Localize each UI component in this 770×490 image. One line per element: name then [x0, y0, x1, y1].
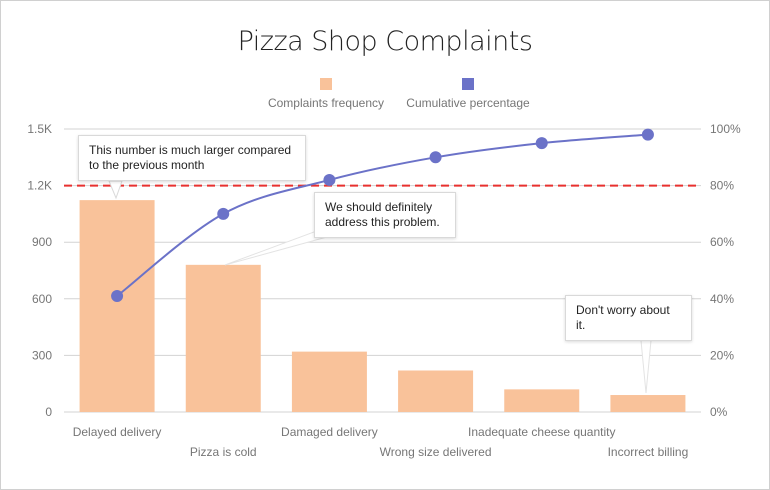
right-axis-tick-label: 40% [710, 292, 734, 306]
x-axis-category-label: Wrong size delivered [380, 445, 492, 459]
x-axis-category-label: Damaged delivery [281, 425, 378, 439]
cumulative-point [535, 137, 548, 150]
chart-title: Pizza Shop Complaints [237, 26, 533, 57]
left-axis-tick-label: 900 [32, 235, 52, 249]
annotation-delayed-delivery: This number is much larger compared to t… [78, 135, 306, 181]
left-axis-tick-label: 1.2K [27, 179, 52, 193]
annotation-pizza-is-cold: We should definitely address this proble… [314, 192, 456, 238]
right-axis-tick-label: 60% [710, 235, 734, 249]
legend-item-complaints-frequency[interactable]: Complaints frequency [262, 78, 390, 110]
x-axis-category-label: Delayed delivery [73, 425, 162, 439]
right-axis-tick-label: 80% [710, 179, 734, 193]
bar [610, 395, 686, 412]
cumulative-point [217, 207, 230, 220]
cumulative-point [429, 151, 442, 164]
cumulative-point [641, 128, 654, 141]
cumulative-line [116, 133, 648, 297]
legend-swatch-line [462, 78, 474, 90]
x-axis-category-label: Pizza is cold [190, 445, 257, 459]
bar [398, 370, 474, 412]
right-axis-tick-label: 100% [710, 122, 741, 136]
left-axis-tick-label: 1.5K [27, 122, 52, 136]
legend-swatch-bar [320, 78, 332, 90]
cumulative-point [111, 289, 124, 302]
left-axis-tick-label: 300 [32, 348, 52, 362]
left-axis-tick-label: 600 [32, 292, 52, 306]
legend-label: Cumulative percentage [406, 96, 530, 110]
bar [185, 264, 261, 412]
right-axis-tick-label: 0% [710, 405, 728, 419]
cumulative-point [323, 173, 336, 186]
x-axis-category-label: Incorrect billing [608, 445, 689, 459]
legend-item-cumulative-percentage[interactable]: Cumulative percentage [400, 78, 536, 110]
left-axis-tick-label: 0 [45, 405, 52, 419]
bar [504, 389, 580, 412]
bar [79, 200, 155, 412]
annotation-incorrect-billing: Don't worry about it. [565, 295, 692, 341]
x-axis-category-label: Inadequate cheese quantity [468, 425, 615, 439]
annotation-pointer [108, 180, 123, 200]
legend-label: Complaints frequency [267, 96, 385, 110]
bar [291, 351, 367, 412]
right-axis-tick-label: 20% [710, 348, 734, 362]
